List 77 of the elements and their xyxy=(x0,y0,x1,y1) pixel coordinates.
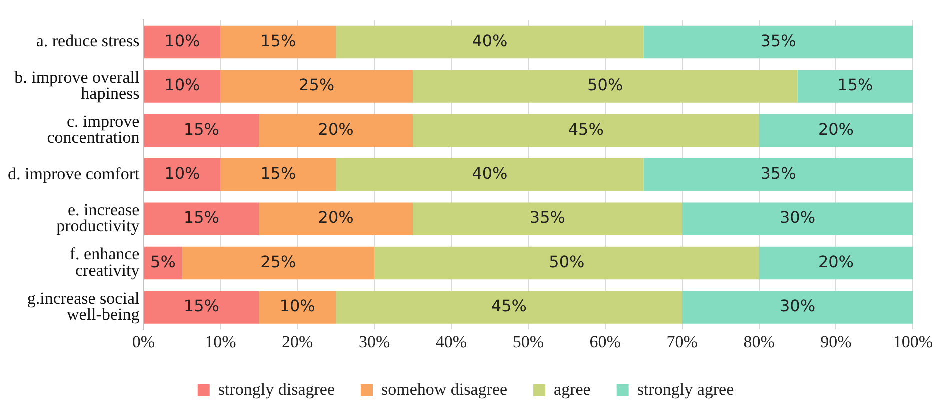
x-tick-label: 60% xyxy=(590,332,621,352)
bar xyxy=(144,114,260,148)
data-label: 35% xyxy=(530,208,566,228)
data-label: 10% xyxy=(164,31,200,50)
x-tick-label: 80% xyxy=(744,332,775,352)
data-label: 5% xyxy=(150,252,176,272)
data-label: 35% xyxy=(760,164,796,184)
bar xyxy=(682,202,914,236)
bar xyxy=(144,158,221,192)
legend-label: strongly agree xyxy=(637,380,734,399)
data-label: 20% xyxy=(818,252,854,272)
data-label: 10% xyxy=(280,296,316,316)
legend-label: somehow disagree xyxy=(381,380,508,399)
data-label: 20% xyxy=(318,120,354,139)
bar xyxy=(374,246,760,280)
x-tick-label: 70% xyxy=(666,332,698,352)
bar xyxy=(259,202,414,236)
data-label: 45% xyxy=(491,296,527,316)
bar xyxy=(644,26,914,59)
bar xyxy=(336,26,644,59)
x-tick-label: 30% xyxy=(358,332,390,352)
x-tick-label: 50% xyxy=(512,332,544,352)
data-label: 10% xyxy=(164,76,200,95)
bar xyxy=(144,202,260,236)
data-label: 20% xyxy=(818,120,854,139)
data-label: 15% xyxy=(184,208,220,228)
data-label: 20% xyxy=(318,208,354,228)
y-tick-label: d. improve comfort xyxy=(8,164,140,184)
bar xyxy=(798,70,914,103)
y-tick-label: a. reduce stress xyxy=(36,32,140,51)
x-tick-label: 90% xyxy=(820,332,852,352)
bar xyxy=(644,158,914,192)
data-label: 15% xyxy=(260,164,296,184)
data-label: 35% xyxy=(760,31,796,50)
data-label: 50% xyxy=(549,252,585,272)
bar xyxy=(144,26,221,59)
bar xyxy=(759,114,914,148)
legend-label: strongly disagree xyxy=(218,380,335,399)
bar xyxy=(336,291,682,324)
data-label: 40% xyxy=(472,31,508,50)
data-label: 25% xyxy=(260,252,296,272)
x-tick-label: 20% xyxy=(282,332,314,352)
bar xyxy=(182,246,375,280)
data-label: 15% xyxy=(184,120,220,139)
bar xyxy=(682,291,914,324)
data-label: 15% xyxy=(260,31,296,50)
data-label: 45% xyxy=(568,120,604,139)
data-label: 30% xyxy=(780,208,816,228)
bar xyxy=(259,291,336,324)
bar xyxy=(220,158,336,192)
x-tick-label: 40% xyxy=(436,332,468,352)
data-label: 25% xyxy=(299,76,335,95)
bar xyxy=(144,291,260,324)
data-label: 40% xyxy=(472,164,508,184)
bar xyxy=(413,70,798,103)
y-tick-label: c. improve concentration xyxy=(47,112,140,148)
y-tick-label: f. enhance creativity xyxy=(70,244,140,280)
bar xyxy=(220,70,414,103)
bar xyxy=(413,202,682,236)
bar xyxy=(759,246,914,280)
data-label: 15% xyxy=(184,296,220,316)
x-tick-label: 100% xyxy=(893,332,934,352)
y-tick-label: e. increase productivity xyxy=(56,200,140,236)
data-label: 15% xyxy=(838,76,874,95)
bar xyxy=(220,26,336,59)
bar xyxy=(259,114,414,148)
bar xyxy=(144,70,221,103)
bar xyxy=(413,114,760,148)
data-label: 10% xyxy=(164,164,200,184)
y-tick-label: g.increase social well-being xyxy=(27,288,140,324)
data-label: 50% xyxy=(588,76,624,95)
x-tick-label: 0% xyxy=(132,332,156,352)
legend-label: agree xyxy=(554,380,591,399)
x-tick-label: 10% xyxy=(205,332,236,352)
data-label: 30% xyxy=(780,296,816,316)
bar xyxy=(336,158,644,192)
y-tick-label: b. improve overall hapiness xyxy=(14,68,140,104)
